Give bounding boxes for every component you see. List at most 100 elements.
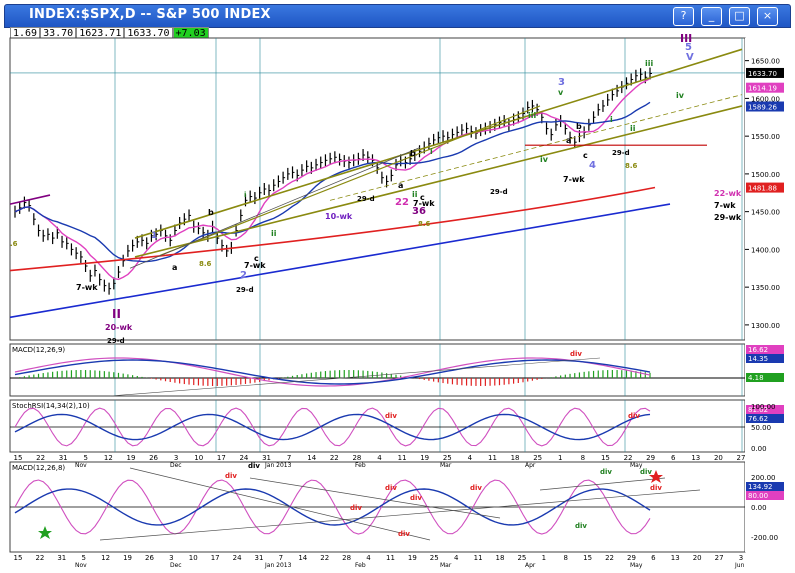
x-tick-upper-3: 5 [84,454,88,462]
ma-long-line [14,101,651,263]
wave-annotation-31: 7-wk [714,201,736,210]
x-tick-lower-31: 20 [693,554,702,562]
green-star-icon [38,526,52,539]
x-tick-upper-9: 17 [217,454,226,462]
macd-panel [9,343,746,397]
ma-200-line [9,186,656,272]
x-tick-lower-15: 28 [342,554,351,562]
x-tick-upper-20: 4 [468,454,473,462]
price-label-bg-1 [746,82,784,93]
wave-annotation-16: 8.6 [625,162,638,170]
wave-annotation-22: 29-d [357,195,375,203]
x-tick-upper-18: 19 [420,454,429,462]
month-label-upper-5: Apr [525,462,536,469]
wave-annotation-12: iv [540,155,549,164]
x-tick-upper-17: 11 [398,454,407,462]
macd2-tick-0: 200.00 [751,474,776,482]
wave-annotation-30: 22-wk [714,189,742,198]
x-tick-lower-30: 13 [671,554,680,562]
div-label-11: div [575,522,587,530]
x-tick-upper-25: 8 [581,454,585,462]
x-tick-lower-13: 14 [298,554,307,562]
macd2-trendline-4 [539,477,666,491]
price-label-bg-0 [746,67,784,78]
wave-annotation-11: ii [630,124,636,133]
wave-annotation-27: 7-wk [413,199,435,208]
x-tick-lower-14: 22 [320,554,329,562]
x-tick-upper-32: 27 [737,454,746,462]
price-tick-label-3: 1500.00 [751,171,780,179]
x-tick-upper-10: 24 [239,454,248,462]
channel-dashed-line [329,94,743,201]
blue-trendline [9,203,671,319]
x-tick-lower-22: 18 [496,554,505,562]
stoch-tick-0: 100.00 [751,403,776,411]
wave-annotation-33: i [244,191,246,199]
x-tick-upper-16: 4 [377,454,382,462]
stoch-panel-title: StochRSI(14,34(2),10) [12,402,90,410]
wave-annotation-46: 29-d [107,337,125,345]
macd2-signal-line [14,488,651,526]
price-tick-label-4: 1450.00 [751,209,780,217]
wave-annotation-18: 29-d [490,188,508,196]
month-label-lower-5: Apr [525,562,536,569]
wave-annotation-8: a [566,136,571,145]
x-tick-upper-21: 11 [488,454,497,462]
wave-annotation-29: 10-wk [325,212,353,221]
price-tick-label-5: 1400.00 [751,246,780,254]
month-label-lower-7: Jun [734,562,745,569]
macd2-label-bg-0 [746,482,784,491]
close-button[interactable]: × [757,7,778,26]
macd2-trendline-1 [129,467,431,541]
macd2-trendline-2 [249,477,501,519]
x-tick-upper-6: 26 [149,454,158,462]
x-tick-lower-28: 29 [627,554,636,562]
div-label-10: div [650,484,662,492]
month-label-upper-6: May [630,462,643,469]
purple-trendline [9,194,51,205]
x-tick-lower-24: 1 [542,554,546,562]
wave-annotation-41: 2 [240,270,247,281]
price-tick-label-0: 1650.00 [751,58,780,66]
wave-annotation-5: 3 [558,77,565,88]
month-label-lower-4: Mar [440,562,452,569]
x-tick-lower-11: 31 [255,554,264,562]
x-tick-upper-28: 29 [646,454,655,462]
month-label-lower-0: Nov [75,562,87,569]
x-tick-lower-8: 10 [189,554,198,562]
x-tick-upper-0: 15 [14,454,23,462]
x-tick-upper-5: 19 [127,454,136,462]
wave-annotation-28: 8.6 [418,220,431,228]
maximize-button[interactable]: □ [729,7,750,26]
price-label-0: 1633.70 [748,70,777,78]
wave-annotation-21: a [398,181,403,190]
stoch-label-1: 76.62 [748,415,768,423]
stoch-tick-2: 0.00 [751,445,767,453]
macd-signal-line [14,359,651,385]
x-tick-lower-23: 25 [517,554,526,562]
macd-label-bg-0 [746,345,784,354]
x-tick-upper-7: 3 [174,454,178,462]
macd-label-bg-2 [746,373,784,382]
div-label-3: div [225,472,237,480]
macd2-trendline-3 [99,489,701,541]
minimize-button[interactable]: _ [701,7,722,26]
month-label-lower-2: Jan 2013 [264,562,292,569]
x-tick-lower-6: 26 [145,554,154,562]
x-tick-lower-21: 11 [474,554,483,562]
x-tick-upper-31: 20 [714,454,723,462]
x-tick-lower-18: 19 [408,554,417,562]
wave-annotation-47: .6 [10,240,18,248]
wave-annotation-0: III [680,32,692,45]
div-label-13: div [350,504,362,512]
window-titlebar[interactable]: INDEX:$SPX,D -- S&P 500 INDEX ? _ □ × [4,4,791,28]
x-tick-lower-10: 24 [233,554,242,562]
x-tick-upper-24: 1 [558,454,562,462]
x-tick-upper-12: 7 [287,454,291,462]
help-button[interactable]: ? [673,7,694,26]
x-tick-lower-26: 15 [583,554,592,562]
x-tick-lower-12: 7 [279,554,283,562]
wave-annotation-39: c [254,254,259,263]
